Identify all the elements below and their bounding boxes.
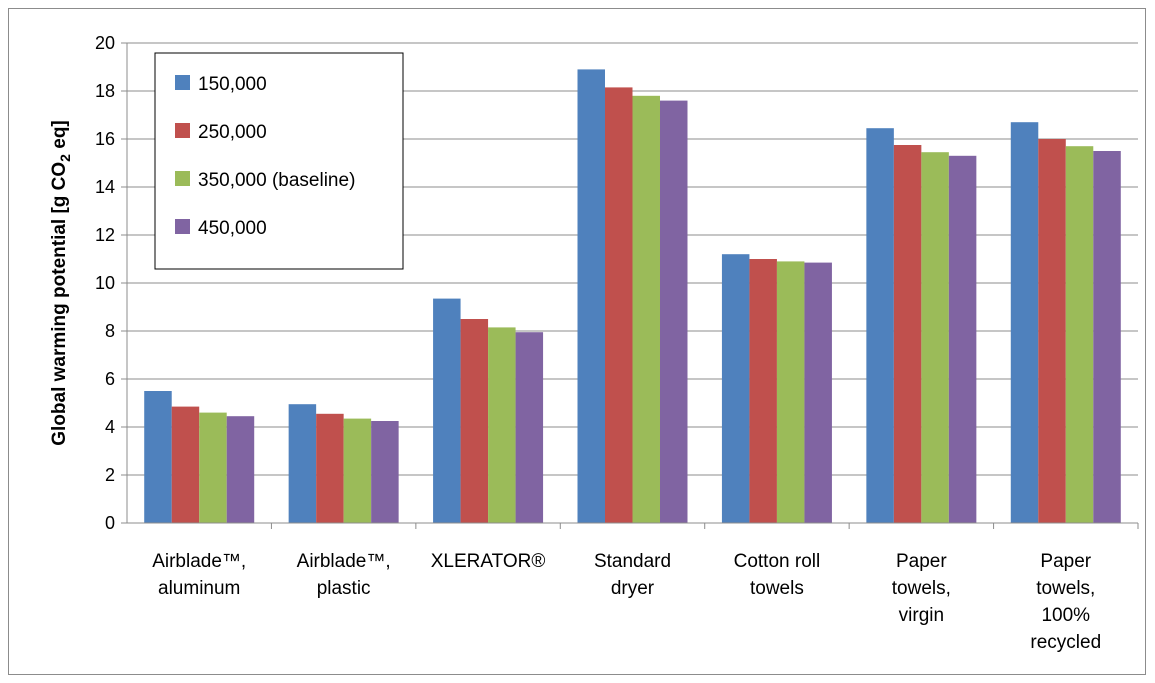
legend-label: 350,000 (baseline) (198, 170, 355, 191)
y-tick-label: 4 (105, 417, 115, 437)
y-tick-label: 0 (105, 513, 115, 533)
legend-swatch (175, 75, 190, 90)
y-tick-labels: 0 2 4 6 8 10 12 14 16 18 20 (95, 33, 115, 533)
bar (316, 413, 344, 523)
legend: 150,000 250,000 350,000 (baseline) 450,000 (154, 52, 404, 270)
y-tick-label: 2 (105, 465, 115, 485)
bar (433, 298, 461, 523)
y-tick-label: 20 (95, 33, 115, 53)
bar (1093, 151, 1121, 523)
bar (371, 421, 399, 523)
bar (343, 418, 372, 523)
x-category-labels: Airblade™, aluminum Airblade™, plastic XLERA… (152, 551, 1101, 653)
y-axis-title: Global warming potential [g CO2 eq] (49, 120, 73, 446)
bar (921, 152, 949, 523)
bar (577, 69, 605, 524)
legend-swatch (175, 219, 190, 234)
bar (1065, 146, 1094, 523)
legend-label: 150,000 (198, 74, 267, 95)
bar (866, 128, 894, 523)
y-tick-label: 18 (95, 81, 115, 101)
bar (144, 391, 172, 523)
y-tick-label: 16 (95, 129, 115, 149)
x-category-label: Airblade™, plastic (297, 551, 391, 599)
bar (460, 319, 489, 523)
bar (721, 254, 750, 523)
bar (1010, 122, 1039, 523)
legend-swatch (175, 123, 190, 138)
x-category-label: Cotton roll towels (734, 551, 821, 599)
legend-box (154, 52, 404, 270)
chart-frame: 0 2 4 6 8 10 12 14 16 18 20 Airblade™, aluminum Airb… (8, 8, 1146, 675)
legend-label: 250,000 (198, 122, 267, 143)
y-tick-label: 6 (105, 369, 115, 389)
legend-label: 450,000 (198, 218, 267, 239)
bar (199, 412, 227, 523)
y-tick-label: 12 (95, 225, 115, 245)
bar (749, 259, 777, 523)
bar (1038, 139, 1066, 523)
bar (288, 404, 317, 523)
bar (226, 416, 255, 523)
bar (948, 155, 977, 524)
y-tick-label: 14 (95, 177, 115, 197)
y-tick-label: 10 (95, 273, 115, 293)
x-category-label: Airblade™, aluminum (152, 551, 246, 599)
legend-swatch (175, 171, 190, 186)
bar (804, 262, 832, 523)
x-category-label: Paper towels, virgin (892, 551, 951, 626)
bar (893, 145, 922, 523)
x-category-label: XLERATOR® (431, 551, 546, 572)
x-category-label: Standard dryer (594, 551, 671, 599)
bar (632, 95, 660, 524)
bar (660, 100, 688, 523)
bar (171, 406, 200, 523)
bar (605, 87, 633, 524)
bars (144, 69, 1121, 524)
bar (488, 327, 516, 523)
bar (515, 332, 544, 523)
bar (776, 261, 805, 523)
y-tick-label: 8 (105, 321, 115, 341)
axes (121, 42, 1139, 529)
x-category-label: Paper towels, 100% recycled (1030, 551, 1101, 653)
